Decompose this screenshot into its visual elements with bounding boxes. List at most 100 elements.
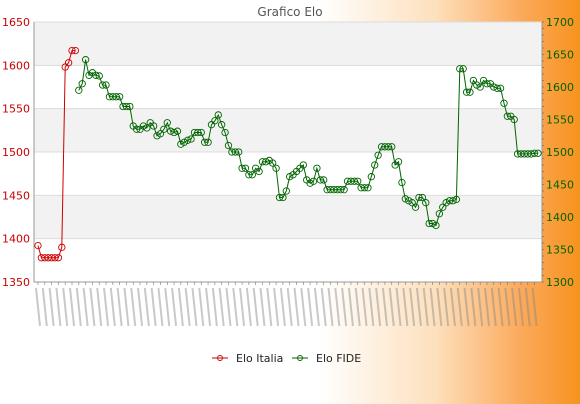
data-point: [115, 93, 124, 101]
legend: Elo Italia Elo FIDE: [212, 352, 361, 365]
x-tick-label: [109, 287, 116, 327]
data-point: [163, 119, 171, 127]
data-point: [64, 59, 73, 67]
plot-band: [34, 65, 542, 109]
data-point: [445, 197, 454, 205]
data-point: [68, 46, 76, 55]
x-tick-label: [150, 287, 157, 327]
y-tick-label-left: 1400: [2, 233, 30, 246]
data-point: [530, 149, 539, 157]
data-point: [214, 111, 222, 119]
y-tick-label-right: 1300: [546, 276, 574, 289]
x-tick-label: [381, 287, 388, 327]
data-point: [408, 199, 416, 207]
series-elo-italia: [34, 46, 80, 262]
x-tick-label: [307, 287, 314, 327]
data-point: [143, 124, 151, 132]
x-tick-label: [273, 287, 280, 327]
x-tick-label: [259, 287, 266, 327]
y-axis-left: 1350 1400 1450 1500 1550 1600 1650: [2, 16, 30, 289]
data-point: [95, 72, 103, 80]
data-point: [354, 177, 362, 185]
data-point: [238, 164, 246, 172]
x-tick-label: [137, 287, 144, 327]
data-point: [415, 193, 423, 202]
data-point: [78, 80, 86, 88]
x-tick-label: [402, 287, 409, 327]
y-tick-label-right: 1350: [546, 244, 574, 257]
x-tick-label: [48, 287, 55, 327]
x-tick-label: [477, 287, 484, 327]
chart-title: Grafico Elo: [257, 5, 322, 19]
y-tick-label-left: 1450: [2, 189, 30, 202]
data-point: [201, 138, 209, 146]
plot-band: [34, 238, 542, 282]
data-point: [309, 177, 318, 185]
data-point: [58, 243, 66, 251]
data-point: [241, 164, 250, 172]
data-point: [493, 84, 501, 92]
plot-band: [34, 22, 542, 66]
x-tick-label: [205, 287, 212, 327]
data-point: [262, 158, 270, 166]
data-point: [194, 128, 202, 137]
data-point: [398, 178, 406, 187]
x-tick-label: [55, 287, 62, 327]
y-tick-label-left: 1600: [2, 59, 30, 72]
data-point: [272, 164, 280, 172]
data-point: [235, 148, 243, 156]
data-point: [255, 167, 263, 176]
data-point: [92, 71, 100, 79]
x-tick-label: [368, 287, 375, 327]
data-point: [469, 76, 478, 85]
x-tick-label: [320, 287, 327, 327]
x-tick-label: [483, 287, 490, 327]
data-point: [340, 186, 348, 194]
data-point: [459, 65, 467, 73]
x-tick-label: [62, 287, 69, 327]
y-tick-label-left: 1350: [2, 276, 30, 289]
x-axis-ticks: [35, 282, 538, 327]
data-point: [279, 193, 287, 202]
x-tick-label: [232, 287, 239, 327]
x-tick-label: [470, 287, 477, 327]
y-tick-label-right: 1700: [546, 16, 574, 29]
x-tick-label: [517, 287, 524, 327]
data-point: [98, 81, 107, 89]
y-tick-label-right: 1400: [546, 211, 574, 224]
data-point: [452, 195, 461, 204]
data-point: [449, 197, 457, 205]
data-point: [102, 81, 110, 89]
data-point: [126, 102, 134, 111]
x-tick-label: [164, 287, 171, 327]
x-tick-label: [143, 287, 150, 327]
x-tick-label: [361, 287, 368, 327]
y-tick-label-left: 1500: [2, 146, 30, 159]
data-point: [197, 128, 205, 137]
data-point: [496, 84, 505, 92]
y-tick-label-right: 1450: [546, 179, 574, 192]
x-tick-label: [293, 287, 300, 327]
data-point: [231, 148, 239, 156]
data-point: [462, 88, 471, 96]
x-tick-label: [89, 287, 96, 327]
data-point: [173, 127, 182, 135]
x-tick-label: [524, 287, 531, 327]
data-point: [245, 171, 253, 179]
series-line: [78, 59, 538, 227]
data-point: [432, 221, 440, 230]
data-point: [510, 115, 518, 124]
x-tick-label: [497, 287, 504, 327]
x-tick-label: [456, 287, 463, 327]
x-tick-label: [347, 287, 354, 327]
data-point: [313, 164, 321, 172]
legend-label: Elo FIDE: [316, 352, 361, 365]
data-point: [422, 199, 430, 207]
data-point: [367, 173, 375, 181]
x-tick-label: [300, 287, 307, 327]
x-tick-label: [463, 287, 470, 327]
data-point: [350, 177, 358, 185]
x-tick-label: [490, 287, 497, 327]
